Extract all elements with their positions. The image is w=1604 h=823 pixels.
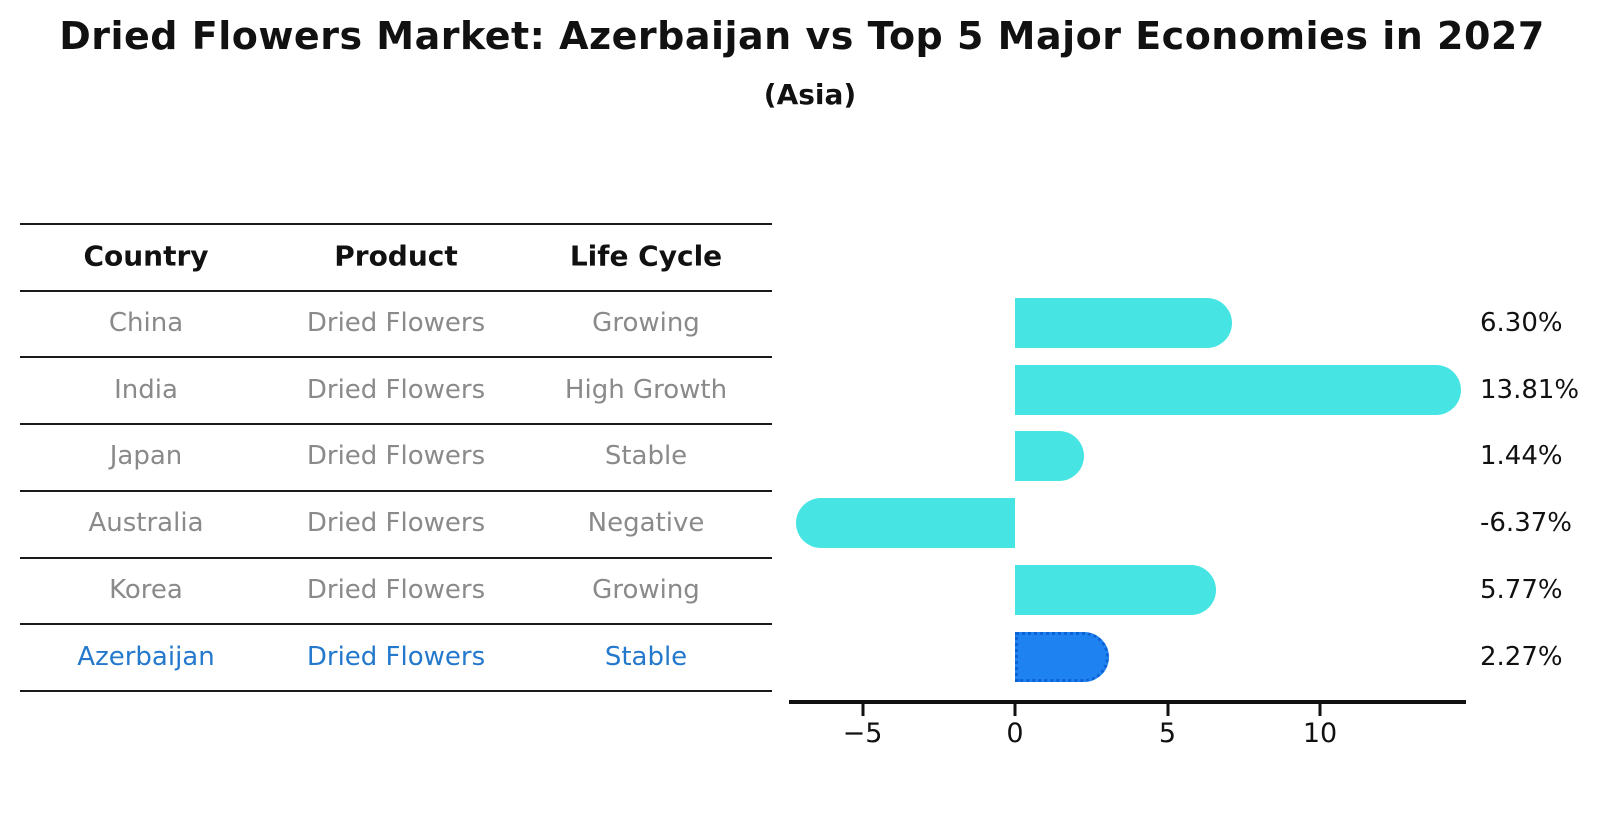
table-cell-life_cycle: Stable xyxy=(604,441,688,472)
table-cell-country: Australia xyxy=(88,508,204,539)
value-label-korea: 5.77% xyxy=(1480,574,1563,605)
value-label-india: 13.81% xyxy=(1480,374,1580,405)
x-axis-tick-label: 5 xyxy=(1158,718,1177,749)
x-axis-tick xyxy=(1013,703,1017,716)
table-cell-life_cycle: High Growth xyxy=(564,374,728,405)
table-cell-product: Dried Flowers xyxy=(306,441,486,472)
x-axis-tick-label: 10 xyxy=(1302,718,1338,749)
table-row-rule xyxy=(20,423,772,426)
table-cell-product: Dried Flowers xyxy=(306,308,486,339)
table-row-rule xyxy=(20,489,772,492)
table-row-rule xyxy=(20,356,772,359)
bar-australia xyxy=(795,498,1015,549)
x-axis xyxy=(789,700,1466,704)
table-cell-product: Dried Flowers xyxy=(306,374,486,405)
bar-india xyxy=(1015,364,1462,415)
value-label-china: 6.30% xyxy=(1480,308,1563,339)
column-header-life_cycle: Life Cycle xyxy=(569,239,723,273)
table-row-rule xyxy=(20,289,772,292)
value-label-australia: -6.37% xyxy=(1480,508,1572,539)
table-cell-product: Dried Flowers xyxy=(306,641,486,672)
table-cell-life_cycle: Growing xyxy=(592,308,700,339)
bar-china xyxy=(1015,298,1233,349)
chart-subtitle: (Asia) xyxy=(763,78,857,111)
column-header-country: Country xyxy=(83,239,209,273)
table-top-rule xyxy=(20,223,772,225)
table-cell-country: Korea xyxy=(109,574,183,605)
table-cell-country: China xyxy=(108,308,184,339)
table-cell-product: Dried Flowers xyxy=(306,508,486,539)
value-label-azerbaijan: 2.27% xyxy=(1480,641,1563,672)
table-bottom-rule xyxy=(20,689,772,692)
table-cell-life_cycle: Growing xyxy=(592,574,700,605)
x-axis-tick-label: 0 xyxy=(1006,718,1024,749)
x-axis-tick xyxy=(1166,703,1169,716)
table-cell-life_cycle: Negative xyxy=(587,508,705,539)
bar-korea xyxy=(1015,564,1216,615)
table-cell-product: Dried Flowers xyxy=(306,574,486,605)
table-cell-country: India xyxy=(114,374,178,405)
x-axis-tick xyxy=(861,703,864,716)
column-header-product: Product xyxy=(334,239,458,273)
table-row-rule xyxy=(20,623,772,626)
table-row-rule xyxy=(20,556,772,559)
value-label-japan: 1.44% xyxy=(1480,441,1563,472)
table-cell-country: Japan xyxy=(109,441,183,472)
bar-azerbaijan xyxy=(1015,631,1110,682)
chart-title: Dried Flowers Market: Azerbaijan vs Top … xyxy=(59,14,1545,58)
table-cell-country: Azerbaijan xyxy=(77,641,215,672)
table-cell-life_cycle: Stable xyxy=(604,641,688,672)
bar-japan xyxy=(1015,431,1084,482)
x-axis-tick xyxy=(1318,703,1322,716)
x-axis-tick-label: −5 xyxy=(842,718,883,749)
